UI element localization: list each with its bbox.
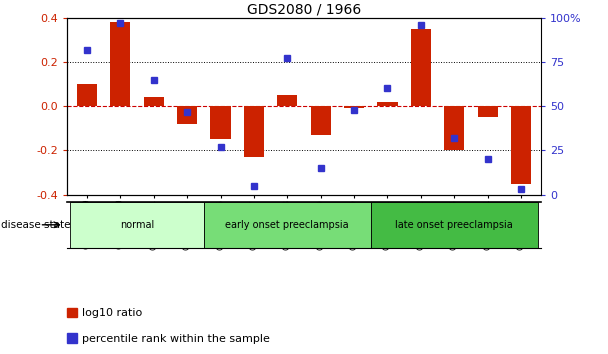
Bar xyxy=(204,202,371,248)
Bar xyxy=(371,202,538,248)
Bar xyxy=(67,308,77,317)
Bar xyxy=(177,106,197,124)
Bar xyxy=(277,95,297,106)
Bar xyxy=(67,333,77,343)
Text: percentile rank within the sample: percentile rank within the sample xyxy=(82,334,270,344)
Bar xyxy=(77,84,97,106)
Bar xyxy=(378,102,398,106)
Bar xyxy=(70,202,204,248)
Bar xyxy=(511,106,531,184)
Bar xyxy=(478,106,498,117)
Bar xyxy=(344,106,364,108)
Text: early onset preeclampsia: early onset preeclampsia xyxy=(226,220,349,230)
Bar xyxy=(444,106,465,150)
Text: normal: normal xyxy=(120,220,154,230)
Title: GDS2080 / 1966: GDS2080 / 1966 xyxy=(247,2,361,17)
Bar xyxy=(110,22,130,106)
Text: log10 ratio: log10 ratio xyxy=(82,308,142,318)
Bar xyxy=(244,106,264,157)
Text: late onset preeclampsia: late onset preeclampsia xyxy=(395,220,513,230)
Text: disease state: disease state xyxy=(1,220,71,230)
Bar xyxy=(143,97,164,106)
Bar xyxy=(311,106,331,135)
Bar xyxy=(411,29,431,106)
Bar xyxy=(210,106,230,139)
